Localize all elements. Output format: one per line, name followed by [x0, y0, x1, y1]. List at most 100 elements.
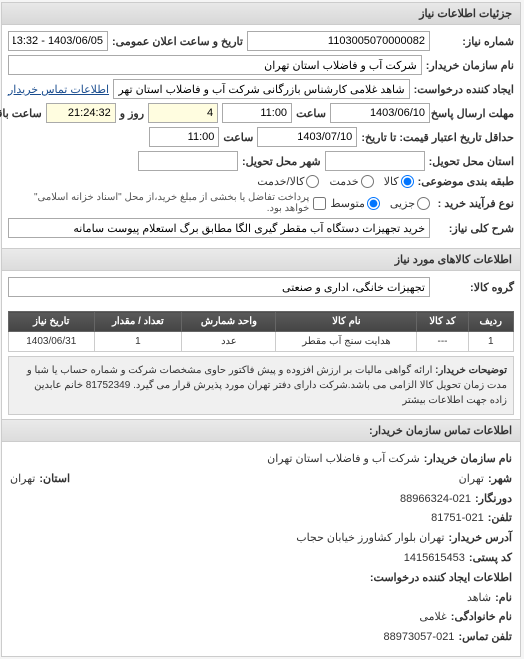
row-desc: شرح کلی نیاز:	[9, 218, 515, 238]
contact-phone-label: تلفن:	[489, 509, 513, 529]
rating-radio-group: کالا خدمت کالا/خدمت	[258, 175, 414, 188]
request-no-input[interactable]	[248, 31, 431, 51]
row-validity: حداقل تاریخ اعتبار قیمت: تا تاریخ: ساعت	[9, 127, 515, 147]
contact-postal-row: کد پستی: 1415615453	[11, 549, 513, 569]
purchase-type-label: نوع فرآیند خرید :	[435, 197, 515, 210]
contact-cphone-label: تلفن تماس:	[459, 628, 513, 648]
deadline-date-input[interactable]	[331, 103, 431, 123]
time-word-2: ساعت	[224, 131, 254, 144]
creator-input[interactable]	[114, 79, 411, 99]
deadline-time-input[interactable]	[223, 103, 293, 123]
time-word-1: ساعت	[297, 107, 327, 120]
group-label: گروه کالا:	[435, 281, 515, 294]
contact-postal-value: 1415615453	[405, 549, 466, 569]
buyer-org-label: نام سازمان خریدار:	[427, 59, 515, 72]
panel-header: جزئیات اطلاعات نیاز	[3, 3, 521, 25]
contact-fax-row: دورنگار: 88966324-021	[11, 490, 513, 510]
goods-form: گروه کالا:	[3, 271, 521, 307]
row-deadline: مهلت ارسال پاسخ: تا ساعت روز و ساعت باقی…	[9, 103, 515, 123]
delivery-state-input[interactable]	[326, 151, 426, 171]
rating-all-radio[interactable]	[402, 175, 415, 188]
buyer-org-input[interactable]	[9, 55, 423, 75]
buyer-notes-box: توضیحات خریدار: ارائه گواهی مالیات بر ار…	[9, 356, 515, 415]
pt-note-text: پرداخت تفاضل یا بخشی از مبلغ خرید،از محل…	[9, 192, 310, 214]
contact-address-row: آدرس خریدار: تهران بلوار کشاورز خیابان ح…	[11, 529, 513, 549]
contact-org-label: نام سازمان خریدار:	[425, 450, 513, 470]
contact-state-value: تهران	[11, 470, 36, 490]
pt-medium-item[interactable]: متوسط	[331, 197, 381, 210]
row-group: گروه کالا:	[9, 277, 515, 297]
th-4: تعداد / مقدار	[95, 312, 183, 332]
validity-time-input[interactable]	[150, 127, 220, 147]
row-creator: ایجاد کننده درخواست: اطلاعات تماس خریدار	[9, 79, 515, 99]
rating-service-item[interactable]: خدمت	[330, 175, 374, 188]
th-5: تاریخ نیاز	[10, 312, 96, 332]
td-4: 1	[95, 332, 183, 352]
pt-small-item[interactable]: جزیی	[391, 197, 431, 210]
creator-section-row: اطلاعات ایجاد کننده درخواست:	[11, 569, 513, 589]
rating-both-label: کالا/خدمت	[258, 175, 305, 188]
contact-cphone-value: 88973057-021	[384, 628, 455, 648]
contact-city-row: شهر: تهران استان: تهران	[11, 470, 513, 490]
pt-radio-group: جزیی متوسط	[331, 197, 431, 210]
rating-both-item[interactable]: کالا/خدمت	[258, 175, 320, 188]
goods-table: ردیف کد کالا نام کالا واحد شمارش تعداد /…	[9, 311, 515, 352]
rating-service-radio[interactable]	[362, 175, 375, 188]
pt-medium-label: متوسط	[331, 197, 366, 210]
contact-cphone-row: تلفن تماس: 88973057-021	[11, 628, 513, 648]
announce-input[interactable]	[9, 31, 109, 51]
contact-org-value: شرکت آب و فاضلاب استان تهران	[268, 450, 421, 470]
th-0: ردیف	[469, 312, 514, 332]
row-request-no: شماره نیاز: تاریخ و ساعت اعلان عمومی:	[9, 31, 515, 51]
td-1: ---	[418, 332, 469, 352]
contact-address-label: آدرس خریدار:	[450, 529, 514, 549]
td-5: 1403/06/31	[10, 332, 96, 352]
group-input[interactable]	[9, 277, 431, 297]
rating-label: طبقه بندی موضوعی:	[419, 175, 515, 188]
goods-section-title: اطلاعات کالاهای مورد نیاز	[3, 248, 521, 271]
contact-org-row: نام سازمان خریدار: شرکت آب و فاضلاب استا…	[11, 450, 513, 470]
buyer-notes-label: توضیحات خریدار:	[436, 365, 508, 376]
contact-city-value: تهران	[460, 470, 485, 490]
contact-fax-value: 88966324-021	[401, 490, 472, 510]
rating-both-radio[interactable]	[307, 175, 320, 188]
desc-input[interactable]	[9, 218, 431, 238]
contact-section-title: اطلاعات تماس سازمان خریدار:	[3, 419, 521, 442]
desc-label: شرح کلی نیاز:	[435, 222, 515, 235]
contact-address-value: تهران بلوار کشاورز خیابان حجاب	[297, 529, 445, 549]
days-word: روز و	[121, 107, 145, 120]
creator-section-label: اطلاعات ایجاد کننده درخواست:	[371, 569, 513, 589]
contact-name-value: شاهد	[468, 589, 492, 609]
goods-table-head: ردیف کد کالا نام کالا واحد شمارش تعداد /…	[10, 312, 515, 332]
contact-phone-row: تلفن: 81751-021	[11, 509, 513, 529]
pt-note-checkbox[interactable]	[314, 197, 327, 210]
rating-all-item[interactable]: کالا	[385, 175, 415, 188]
td-2: هدایت سنج آب مقطر	[277, 332, 418, 352]
table-row: 1 --- هدایت سنج آب مقطر عدد 1 1403/06/31	[10, 332, 515, 352]
td-3: عدد	[183, 332, 277, 352]
contact-state-label: استان:	[40, 470, 71, 490]
announce-label: تاریخ و ساعت اعلان عمومی:	[113, 35, 244, 48]
pt-small-radio[interactable]	[418, 197, 431, 210]
contact-fax-label: دورنگار:	[476, 490, 513, 510]
pt-small-label: جزیی	[391, 197, 416, 210]
validity-date-input[interactable]	[258, 127, 358, 147]
pt-medium-radio[interactable]	[368, 197, 381, 210]
th-1: کد کالا	[418, 312, 469, 332]
rating-all-label: کالا	[385, 175, 400, 188]
contact-family-value: غلامی	[420, 608, 447, 628]
goods-table-body: 1 --- هدایت سنج آب مقطر عدد 1 1403/06/31	[10, 332, 515, 352]
delivery-city-input[interactable]	[139, 151, 239, 171]
th-3: واحد شمارش	[183, 312, 277, 332]
creator-label: ایجاد کننده درخواست:	[415, 83, 515, 96]
remaining-label: ساعت باقی مانده	[0, 107, 43, 120]
row-buyer-org: نام سازمان خریدار:	[9, 55, 515, 75]
row-rating: طبقه بندی موضوعی: کالا خدمت کالا/خدمت	[9, 175, 515, 188]
delivery-state-label: استان محل تحویل:	[430, 155, 515, 168]
form-section: شماره نیاز: تاریخ و ساعت اعلان عمومی: نا…	[3, 25, 521, 248]
remaining-time-input[interactable]	[47, 103, 117, 123]
td-0: 1	[469, 332, 514, 352]
buyer-contact-link[interactable]: اطلاعات تماس خریدار	[9, 83, 110, 96]
days-remaining-input[interactable]	[149, 103, 219, 123]
contact-city-label: شهر:	[489, 470, 513, 490]
